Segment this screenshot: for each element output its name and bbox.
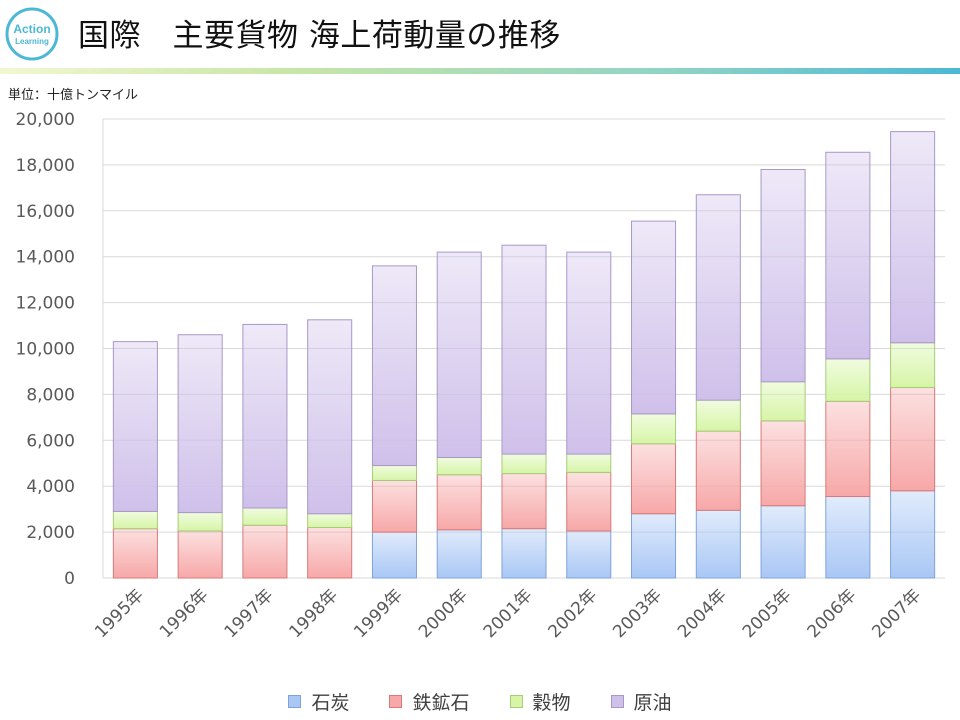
bar-segment-grain [760,381,806,422]
bar-segment-coal [566,530,612,579]
bar-segment-crude_oil [760,168,806,383]
bar-segment-crude_oil [631,220,677,415]
bar-segment-crude_oil [371,265,417,467]
bar-segment-iron_ore [695,430,741,511]
legend-label: 穀物 [532,692,571,714]
bar-segment-coal [695,509,741,579]
stacked-bar-chart: 0 2,000 4,000 6,000 8,000 10,000 12,000 14,000 1… [16,110,945,642]
y-tick-label: 0 [64,569,75,589]
x-tick-label: 2007年 [868,585,925,642]
legend-item-crude_oil: 原油 [610,688,672,715]
bar-segment-crude_oil [825,151,871,360]
bar-segment-iron_ore [112,528,158,579]
y-tick-label: 18,000 [16,156,75,176]
x-tick-label: 1996年 [156,585,213,642]
bar-segment-grain [566,453,612,473]
bar-segment-crude_oil [501,244,547,455]
bar-segment-crude_oil [307,319,353,515]
y-tick-label: 16,000 [16,202,75,222]
chart-legend: 石炭 鉄鉱石 穀物 原油 [0,688,960,715]
x-tick-label: 2003年 [609,585,666,642]
x-tick-label: 2004年 [674,585,731,642]
bar-segment-coal [436,529,482,579]
logo-text-action: Action [13,22,50,36]
bar-segment-coal [631,513,677,579]
legend-label: 原油 [633,692,672,714]
bar-segment-grain [890,342,936,389]
page-title: 国際 主要貨物 海上荷動量の推移 [78,18,561,54]
bar-segment-grain [242,507,288,526]
y-tick-label: 10,000 [16,340,75,360]
bar-segment-grain [501,453,547,475]
bar-segment-iron_ore [760,420,806,507]
legend-label: 石炭 [311,692,350,714]
bar-segment-crude_oil [177,334,223,514]
bar-segment-iron_ore [890,387,936,492]
bar-segment-crude_oil [695,194,741,401]
y-tick-label: 14,000 [16,248,75,268]
x-axis: 1995年 1996年 1997年 1998年 1999年 2000年 2001年 2002年… [91,585,925,642]
bar-segment-crude_oil [566,251,612,455]
legend-item-iron_ore: 鉄鉱石 [389,688,470,715]
bar-segment-grain [307,513,353,529]
unit-label: 単位：十億トンマイル [8,88,139,103]
y-tick-label: 4,000 [26,477,75,497]
bar-segment-grain [631,413,677,445]
bar-segment-grain [436,457,482,476]
x-tick-label: 1995年 [91,585,148,642]
x-tick-label: 2006年 [804,585,861,642]
bar-segment-grain [112,510,158,530]
bar-segment-iron_ore [436,474,482,531]
bar-segment-iron_ore [825,400,871,498]
bar-segment-coal [371,531,417,579]
y-tick-label: 12,000 [16,294,75,314]
x-tick-label: 2000年 [415,585,472,642]
bar-segment-grain [177,512,223,532]
legend-swatch [509,695,523,708]
x-tick-label: 1999年 [350,585,407,642]
bar-segment-iron_ore [242,524,288,579]
x-tick-label: 2002年 [545,585,602,642]
bar-segment-iron_ore [307,527,353,579]
legend-swatch [610,695,624,708]
bar-segment-grain [825,358,871,402]
x-tick-label: 2001年 [480,585,537,642]
legend-label: 鉄鉱石 [412,692,470,714]
x-tick-label: 2005年 [739,585,796,642]
action-learning-logo: Action Learning [4,6,60,62]
bar-segment-crude_oil [890,131,936,344]
bar-segment-grain [371,465,417,481]
bar-segment-coal [890,490,936,579]
bar-segment-coal [760,505,806,579]
y-tick-label: 8,000 [26,385,75,405]
y-tick-label: 2,000 [26,523,75,543]
logo-text-learning: Learning [15,37,49,46]
bar-segment-crude_oil [242,323,288,509]
x-tick-label: 1997年 [221,585,278,642]
y-tick-label: 6,000 [26,431,75,451]
x-tick-label: 1998年 [285,585,342,642]
bar-segment-crude_oil [112,341,158,512]
bar-segment-iron_ore [177,530,223,579]
legend-item-grain: 穀物 [509,688,571,715]
bar-segment-coal [825,496,871,579]
legend-swatch [389,695,403,708]
legend-swatch [288,695,302,708]
legend-item-coal: 石炭 [288,688,349,715]
title-divider [0,68,960,74]
y-axis: 0 2,000 4,000 6,000 8,000 10,000 12,000 14,000 1… [16,110,104,589]
bar-segment-iron_ore [631,443,677,515]
y-tick-label: 20,000 [16,110,75,130]
bar-segment-iron_ore [501,473,547,530]
bar-segment-grain [695,399,741,432]
bar-segment-iron_ore [566,471,612,532]
bars [112,131,936,579]
bar-segment-crude_oil [436,251,482,459]
bar-segment-coal [501,528,547,579]
bar-segment-iron_ore [371,479,417,533]
